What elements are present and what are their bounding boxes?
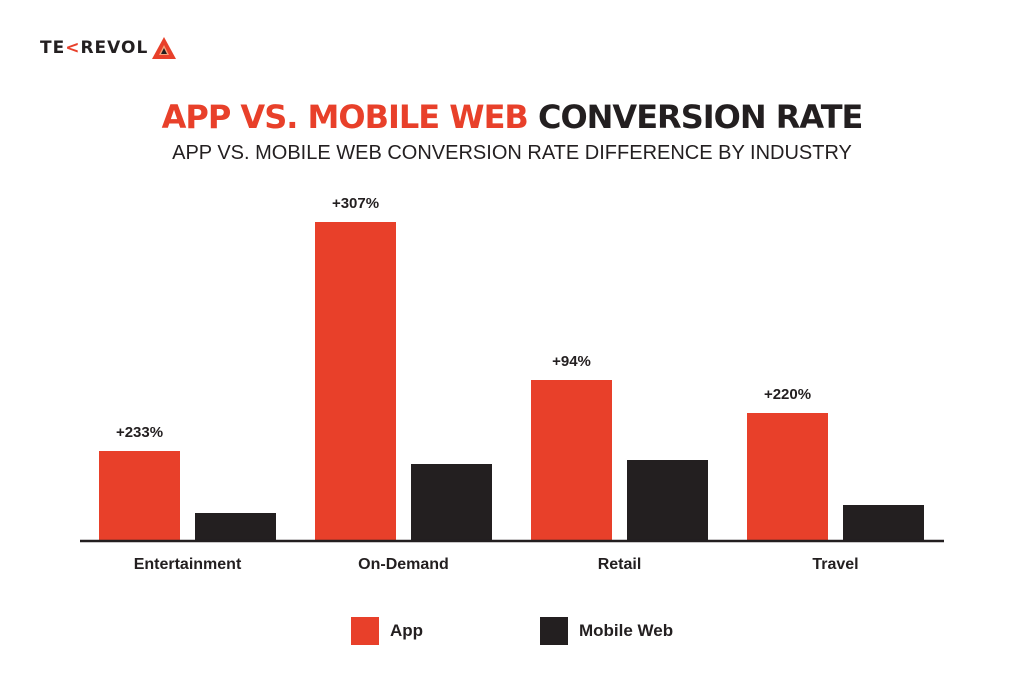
chart-subtitle: APP VS. MOBILE WEB CONVERSION RATE DIFFE… [172,142,852,164]
data-label: +233% [116,424,163,441]
legend-swatch-app [351,617,379,645]
legend-app: App [351,617,423,645]
bar-app [747,413,828,540]
legend-mobile-web: Mobile Web [540,617,673,645]
data-label: +94% [552,353,591,370]
category-label: On-Demand [358,556,449,573]
logo-text: TE [40,38,66,58]
bar-app [531,380,612,540]
category-label: Retail [598,556,642,573]
chart-title: APP VS. MOBILE WEB CONVERSION RATE [0,98,1024,136]
legend-label: App [390,621,424,640]
bar-mobile-web [411,464,492,540]
data-label: +307% [332,195,379,212]
legend-swatch-mobile-web [540,617,568,645]
bar-app [315,222,396,540]
bar-mobile-web [627,460,708,540]
title-highlight: APP VS. MOBILE WEB [161,98,529,136]
title-rest: CONVERSION RATE [537,98,863,136]
data-label: +220% [764,386,811,403]
triangle-logo-icon [152,37,177,59]
legend-label: Mobile Web [579,621,674,640]
bar-mobile-web [195,513,276,540]
brand-logo: TE < REVOL [40,37,177,59]
bar-mobile-web [843,505,924,540]
logo-text: REVOL [80,38,149,58]
bar-app [99,451,180,540]
category-label: Travel [812,556,858,573]
category-label: Entertainment [134,556,242,573]
logo-k: < [65,38,81,58]
